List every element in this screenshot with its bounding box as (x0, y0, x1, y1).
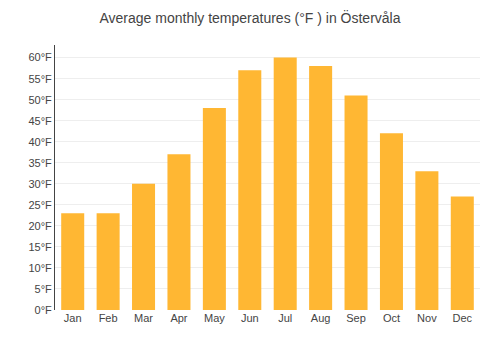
svg-text:45°F: 45°F (28, 115, 52, 127)
svg-text:Jul: Jul (278, 312, 292, 324)
svg-text:40°F: 40°F (28, 136, 52, 148)
svg-text:Dec: Dec (453, 312, 473, 324)
svg-text:Feb: Feb (99, 312, 118, 324)
svg-text:50°F: 50°F (28, 94, 52, 106)
svg-text:35°F: 35°F (28, 157, 52, 169)
svg-text:0°F: 0°F (35, 304, 53, 316)
svg-text:60°F: 60°F (28, 51, 52, 63)
svg-text:Mar: Mar (134, 312, 153, 324)
svg-text:Nov: Nov (417, 312, 437, 324)
svg-text:Apr: Apr (170, 312, 187, 324)
svg-text:Average monthly temperatures (: Average monthly temperatures (°F ) in Ös… (99, 9, 400, 26)
svg-text:25°F: 25°F (28, 199, 52, 211)
svg-text:May: May (204, 312, 225, 324)
svg-text:15°F: 15°F (28, 241, 52, 253)
svg-text:Oct: Oct (383, 312, 400, 324)
svg-text:Jan: Jan (64, 312, 82, 324)
svg-text:30°F: 30°F (28, 178, 52, 190)
svg-text:10°F: 10°F (28, 262, 52, 274)
svg-text:Aug: Aug (311, 312, 331, 324)
svg-text:Sep: Sep (346, 312, 366, 324)
svg-text:5°F: 5°F (35, 283, 53, 295)
svg-text:Jun: Jun (241, 312, 259, 324)
svg-text:20°F: 20°F (28, 220, 52, 232)
svg-text:55°F: 55°F (28, 73, 52, 85)
